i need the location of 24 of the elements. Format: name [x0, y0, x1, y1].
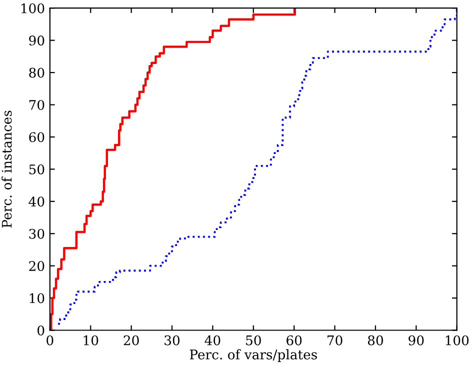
- x-tick-label: 40: [204, 335, 220, 346]
- x-tick-label: 0: [46, 335, 54, 346]
- y-tick-label: 70: [29, 100, 44, 110]
- y-tick-label: 90: [29, 36, 44, 46]
- x-tick-label: 100: [446, 335, 469, 346]
- y-tick-label: 100: [21, 3, 44, 14]
- x-tick-label: 10: [84, 335, 98, 346]
- y-tick-label: 50: [29, 164, 44, 174]
- x-axis-title: Perc. of vars/plates: [190, 349, 317, 362]
- y-tick-label: 80: [29, 68, 44, 78]
- x-tick-label: 90: [408, 335, 424, 346]
- y-axis-title: Perc. of instances: [2, 110, 12, 228]
- y-tick-label: 60: [29, 132, 44, 142]
- x-tick-label: 70: [328, 335, 342, 346]
- y-tick-label: 40: [28, 196, 44, 207]
- x-tick-label: 30: [164, 335, 180, 346]
- y-tick-label: 10: [30, 293, 44, 304]
- x-tick-label: 20: [124, 335, 139, 346]
- x-tick-label: 50: [246, 335, 261, 346]
- y-tick-label: 30: [29, 228, 44, 239]
- x-tick-label: 80: [368, 335, 383, 346]
- x-tick-label: 60: [286, 335, 302, 346]
- y-tick-label: 20: [29, 261, 44, 272]
- y-tick-label: 0: [38, 325, 44, 336]
